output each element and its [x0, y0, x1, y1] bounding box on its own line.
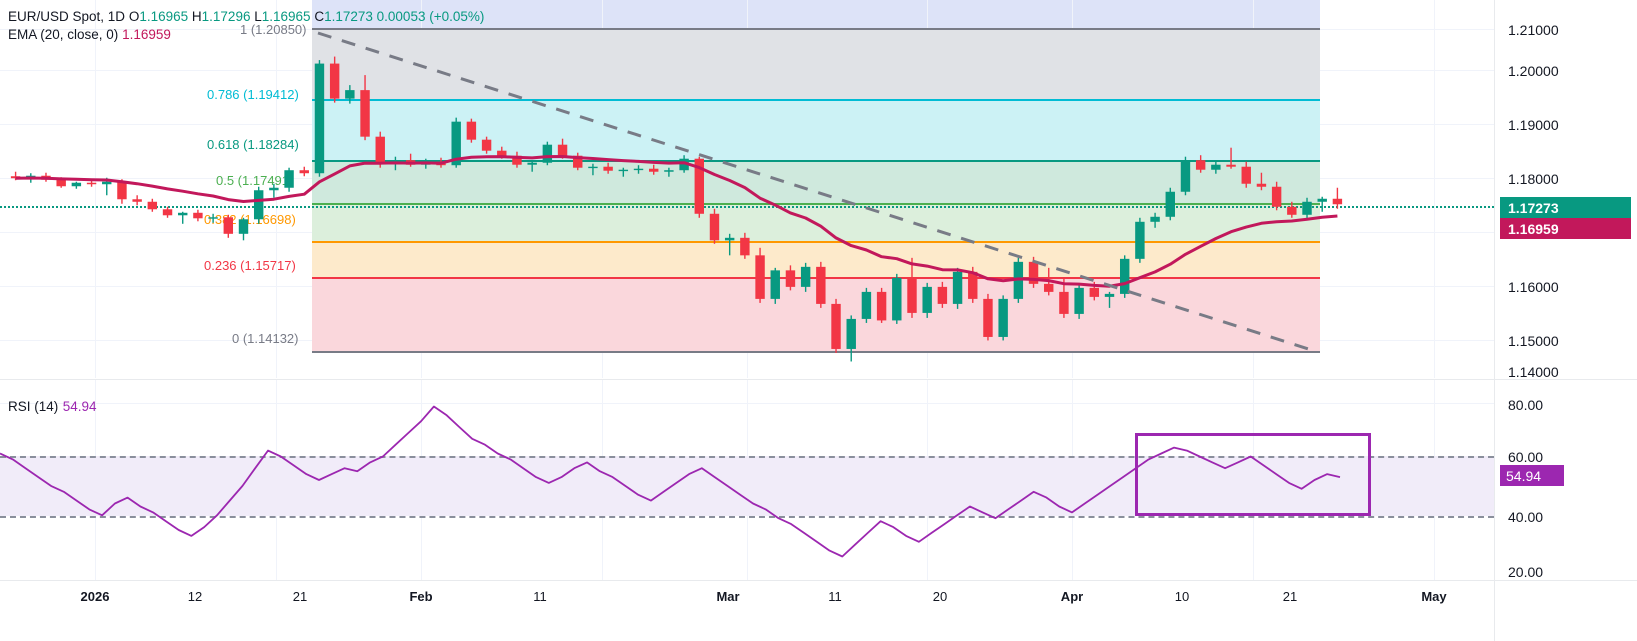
- fib-zone-0618-to-05: [312, 161, 1320, 204]
- time-tick-label: 20: [932, 589, 948, 604]
- axis-divider-vertical: [1494, 0, 1495, 641]
- fib-label-0618: 0.618 (1.18284): [207, 137, 299, 152]
- fib-label-0786: 0.786 (1.19412): [207, 87, 299, 102]
- rsi-line: [0, 405, 1341, 558]
- fib-line-1[interactable]: [312, 28, 1320, 30]
- gridline-vertical: [1434, 0, 1435, 378]
- time-tick-label: 12: [187, 589, 203, 604]
- price-chart-pane[interactable]: 1 (1.20850) 0.786 (1.19412) 0.618 (1.182…: [0, 0, 1494, 378]
- rsi-legend-value: 54.94: [62, 399, 97, 414]
- session-highlight-band: [312, 0, 1320, 28]
- time-tick-label: 2026: [80, 589, 110, 604]
- time-tick-label: 21: [292, 589, 308, 604]
- rsi-threshold-band: [0, 456, 1494, 516]
- pane-divider: [0, 379, 1637, 380]
- time-axis[interactable]: 2026 12 21 Feb 11 Mar 11 20 Apr 10 21 May: [0, 581, 1494, 641]
- rsi-lower-threshold-line: [0, 516, 1494, 518]
- fib-zone-0236-to-0: [312, 278, 1320, 352]
- time-tick-label: Apr: [1060, 589, 1084, 604]
- time-axis-divider: [0, 580, 1637, 581]
- rsi-series-svg: [0, 405, 1341, 558]
- rsi-tick-label: 40.00: [1508, 509, 1544, 525]
- time-tick-label: Feb: [409, 589, 433, 604]
- fib-line-0618[interactable]: [312, 160, 1320, 162]
- rsi-legend-label[interactable]: RSI (14): [8, 399, 59, 414]
- rsi-tick-label: 60.00: [1508, 449, 1544, 465]
- time-tick-label: 10: [1174, 589, 1190, 604]
- last-price-tag: 1.17273: [1500, 197, 1631, 218]
- fib-line-0[interactable]: [312, 351, 1320, 353]
- price-series-svg: [10, 31, 1343, 362]
- rsi-tick-label: 20.00: [1508, 564, 1544, 580]
- time-tick-label: 11: [828, 589, 842, 604]
- rsi-tick-label: 80.00: [1508, 397, 1544, 413]
- price-tick-label: 1.20000: [1508, 63, 1559, 79]
- fib-line-0382[interactable]: [312, 241, 1320, 243]
- rsi-axis[interactable]: 80.00 60.00 40.00 20.00 54.94: [1494, 380, 1637, 580]
- gridline-horizontal: [0, 403, 1494, 404]
- rsi-value-tag: 54.94: [1500, 465, 1564, 486]
- rsi-legend: RSI (14) 54.94: [8, 398, 97, 416]
- rsi-highlight-rectangle[interactable]: [1135, 433, 1371, 516]
- time-tick-label: 11: [533, 589, 547, 604]
- price-tick-label: 1.16000: [1508, 279, 1559, 295]
- fib-label-0236: 0.236 (1.15717): [204, 258, 296, 273]
- gridline-vertical: [95, 0, 96, 378]
- price-tick-label: 1.14000: [1508, 364, 1559, 380]
- fib-zone-1-to-0786: [312, 29, 1320, 100]
- fib-label-1: 1 (1.20850): [240, 22, 307, 37]
- rsi-pane[interactable]: [0, 380, 1494, 580]
- last-price-dotted-line: [0, 206, 1494, 208]
- time-tick-label: Mar: [716, 589, 740, 604]
- price-tick-label: 1.18000: [1508, 171, 1559, 187]
- price-axis[interactable]: 1.21000 1.20000 1.19000 1.18000 1.16000 …: [1494, 0, 1637, 380]
- fib-zone-0786-to-0618: [312, 100, 1320, 161]
- ema-price-tag: 1.16959: [1500, 218, 1631, 239]
- fib-label-0: 0 (1.14132): [232, 331, 299, 346]
- fib-line-0786[interactable]: [312, 99, 1320, 101]
- price-tick-label: 1.21000: [1508, 22, 1559, 38]
- time-tick-label: 21: [1282, 589, 1298, 604]
- time-tick-label: May: [1421, 589, 1447, 604]
- fib-line-0236[interactable]: [312, 277, 1320, 279]
- price-tick-label: 1.15000: [1508, 333, 1559, 349]
- ema-line: [15, 155, 1338, 288]
- rsi-upper-threshold-line: [0, 456, 1494, 458]
- price-tick-label: 1.19000: [1508, 117, 1559, 133]
- fib-line-05[interactable]: [312, 203, 1320, 205]
